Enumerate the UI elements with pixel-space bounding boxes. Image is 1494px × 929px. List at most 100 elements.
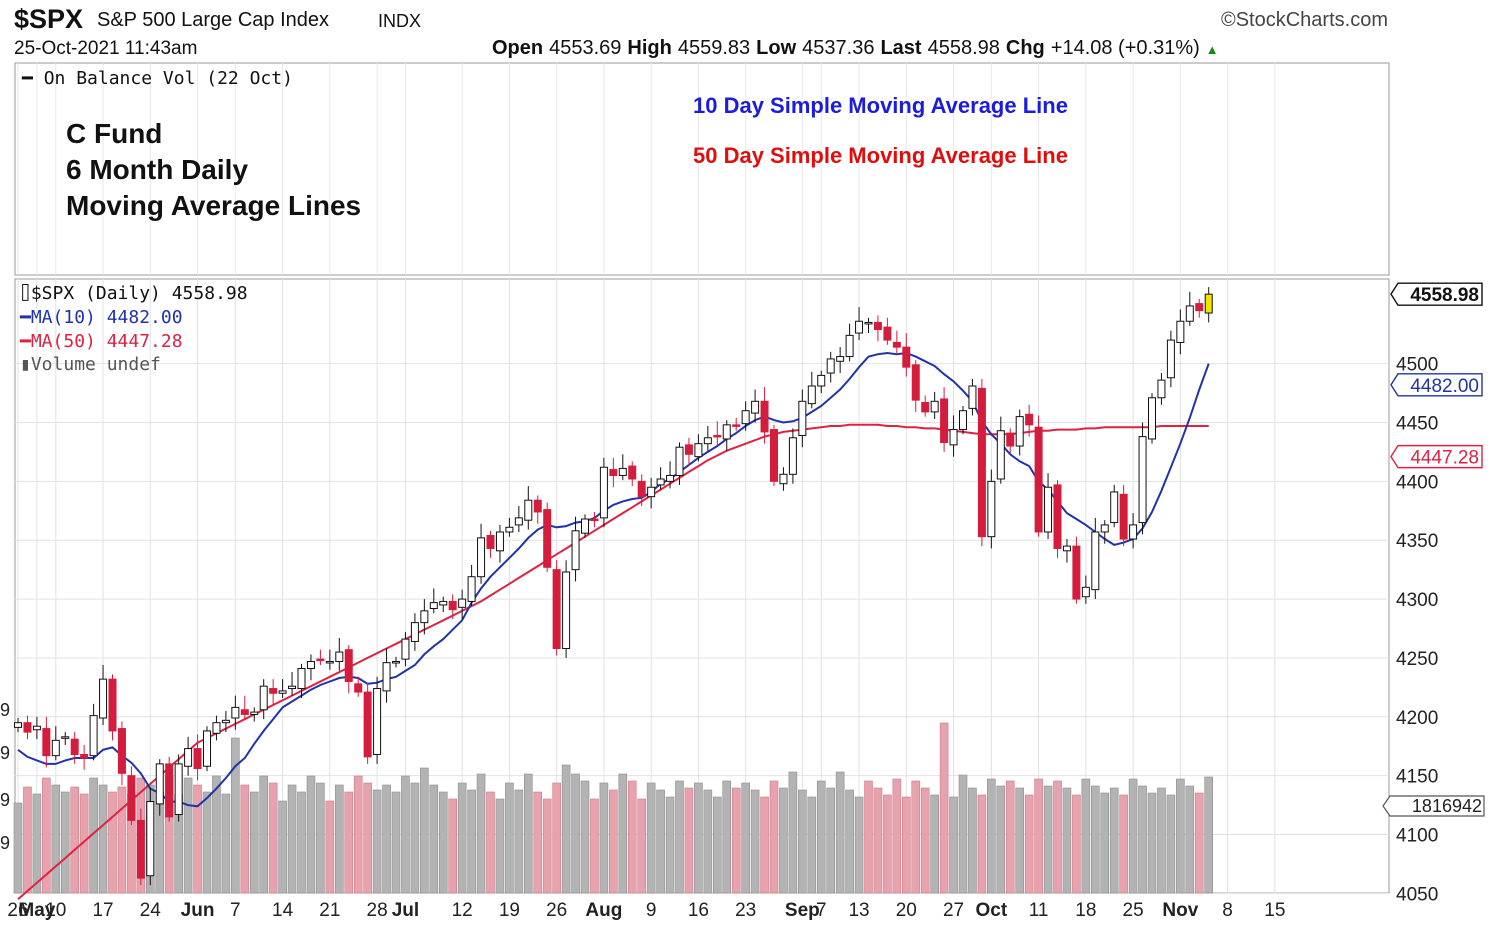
volume-bar	[788, 771, 798, 894]
volume-bar	[741, 782, 750, 894]
candle-body	[486, 535, 495, 549]
ma50-legend: ━MA(50) 4447.28	[20, 331, 183, 352]
candle-body	[921, 401, 930, 413]
candle-body	[968, 385, 977, 409]
volume-bar	[590, 798, 599, 894]
volume-bar	[1015, 787, 1025, 894]
candle-body	[354, 683, 363, 693]
candle-body	[240, 709, 249, 715]
y-tick-label: 4300	[1396, 590, 1438, 611]
volume-bar	[968, 787, 977, 894]
candle-body	[448, 600, 457, 611]
candle-body	[599, 466, 608, 519]
chg-value: +14.08 (+0.31%)	[1050, 37, 1200, 59]
volume-bar	[901, 796, 911, 894]
volume-bar	[571, 773, 580, 894]
candle-body	[1176, 320, 1185, 343]
volume-bar	[193, 784, 202, 894]
candle-body	[117, 728, 126, 774]
y-tick-label: 4400	[1396, 472, 1438, 493]
price-legend-text: $SPX (Daily) 4558.98	[30, 283, 248, 304]
y-tick-label: 4350	[1396, 531, 1438, 552]
volume-bar	[231, 737, 240, 894]
candle-body	[1129, 524, 1138, 540]
candle-body	[1044, 486, 1053, 533]
volume-bar	[1147, 792, 1157, 894]
obv-legend-text: On Balance Vol (22 Oct)	[43, 68, 293, 89]
volume-bar	[334, 784, 344, 894]
candle-body	[817, 374, 826, 387]
candle-body	[382, 662, 391, 692]
x-tick-label: 10	[45, 900, 66, 921]
y-tick-label: 4150	[1396, 767, 1438, 788]
volume-tag-text: 1816942	[1412, 796, 1482, 816]
volume-bar	[675, 780, 684, 894]
candle-body	[1157, 379, 1166, 399]
candle-body	[628, 465, 637, 480]
candle-body	[89, 715, 98, 757]
volume-bar	[1062, 787, 1072, 894]
candle-body	[590, 518, 599, 522]
volume-bar	[13, 802, 23, 894]
candle-body	[429, 602, 438, 609]
x-tick-label: May	[18, 900, 55, 921]
volume-bar	[32, 793, 42, 894]
candle-body	[779, 473, 788, 485]
volume-bar	[542, 798, 552, 894]
x-tick-label: Sep	[785, 900, 820, 921]
x-tick-label: Jun	[181, 900, 215, 921]
x-tick-label: 16	[688, 900, 709, 921]
candle-body	[306, 660, 315, 670]
y-tick-label: 4100	[1396, 826, 1438, 847]
candle-body	[675, 446, 684, 476]
volume-legend: ▮Volume undef	[20, 354, 161, 375]
volume-bar	[892, 778, 902, 894]
candle-body	[127, 775, 136, 821]
volume-bar	[533, 791, 543, 894]
candle-body	[184, 748, 193, 767]
obv-legend: ━ On Balance Vol (22 Oct)	[22, 68, 293, 89]
candle-body	[1062, 545, 1071, 552]
candle-body	[61, 736, 70, 739]
volume-bar	[580, 780, 590, 894]
candle-body	[864, 321, 873, 325]
x-tick-label: 25	[1123, 900, 1144, 921]
volume-tick-label: 9	[0, 743, 10, 763]
volume-bar	[627, 780, 637, 894]
candle-body	[23, 722, 32, 733]
volume-bar	[420, 767, 429, 894]
candle-body	[51, 739, 60, 757]
volume-bar	[609, 789, 618, 894]
volume-bar	[325, 800, 335, 894]
candle-body	[70, 738, 79, 755]
volume-bar	[637, 798, 647, 894]
volume-bar	[306, 775, 316, 894]
ma10-tag-box	[1390, 373, 1483, 397]
x-tick-label: Oct	[976, 900, 1008, 921]
volume-bar	[731, 787, 741, 894]
volume-legend-text: Volume undef	[30, 354, 161, 375]
volume-bar	[561, 764, 571, 894]
volume-bar	[79, 793, 89, 894]
exchange: INDX	[378, 11, 422, 31]
candle-body	[1166, 339, 1175, 379]
volume-bar	[268, 782, 278, 894]
ma10-line	[17, 351, 1210, 808]
price-legend: ⌷$SPX (Daily) 4558.98	[20, 283, 248, 304]
volume-bar	[1053, 780, 1062, 894]
volume-bar	[1024, 794, 1034, 894]
symbol: $SPX	[14, 4, 84, 34]
candle-body	[798, 400, 807, 436]
candle-body	[392, 660, 400, 664]
volume-bar	[401, 775, 410, 894]
open-label: Open	[492, 37, 544, 59]
chg-label: Chg	[1005, 37, 1045, 59]
candle-body	[212, 722, 221, 734]
candle-body	[1053, 484, 1062, 549]
ma10-annotation: 10 Day Simple Moving Average Line	[693, 93, 1068, 118]
candle-body	[108, 678, 117, 732]
volume-bar	[221, 793, 231, 894]
volume-bar	[646, 782, 656, 894]
candle-body	[1006, 432, 1015, 447]
